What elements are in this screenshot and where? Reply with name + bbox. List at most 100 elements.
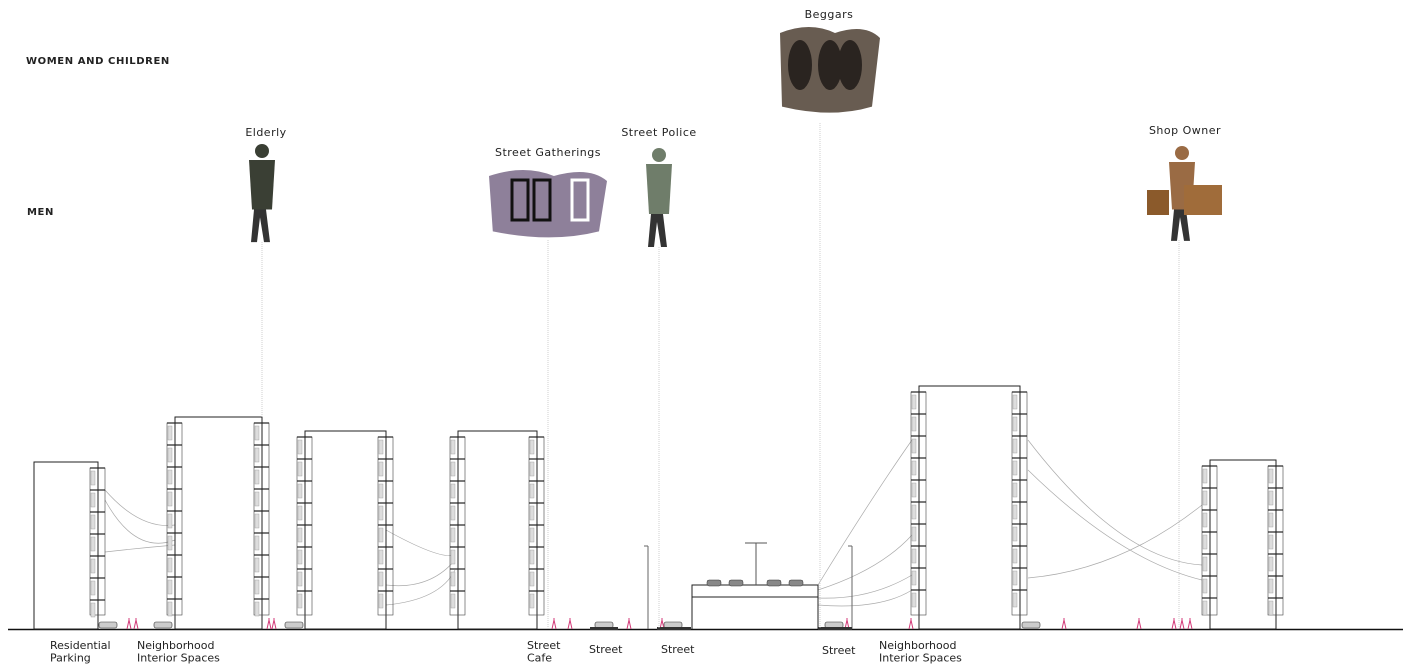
balcony-rail (255, 602, 259, 616)
figure-box (1147, 190, 1169, 215)
car (99, 622, 117, 628)
figure-label: Elderly (245, 126, 286, 139)
balcony-rail (379, 484, 383, 498)
cable (818, 575, 912, 598)
building (919, 386, 1020, 629)
place-label: Street (589, 643, 623, 656)
balcony-rail (298, 572, 302, 586)
balcony-rail (1269, 557, 1273, 571)
balcony-rail (255, 426, 259, 440)
balcony-rail (451, 550, 455, 564)
balcony-rail (91, 515, 95, 529)
figure-person (838, 40, 862, 90)
balcony-rail (912, 571, 916, 585)
balcony-rail (1013, 505, 1017, 519)
balcony-rail (451, 440, 455, 454)
balcony-rail (1269, 469, 1273, 483)
balcony-rail (379, 528, 383, 542)
person (1188, 618, 1192, 629)
car (707, 580, 721, 586)
balcony-rail (530, 528, 534, 542)
street-trough (657, 627, 691, 630)
place-label: Neighborhood (879, 639, 956, 652)
balcony-rail (91, 559, 95, 573)
balcony-rail (298, 550, 302, 564)
balcony-rail (298, 440, 302, 454)
building (175, 417, 262, 629)
balcony-rail (91, 537, 95, 551)
place-label: Interior Spaces (879, 652, 962, 665)
cable (1028, 440, 1202, 565)
person (552, 618, 556, 629)
cable (1028, 470, 1202, 580)
person (627, 618, 631, 629)
person (909, 618, 913, 629)
balcony-rail (1269, 601, 1273, 615)
person (272, 618, 276, 629)
balcony-rail (1013, 439, 1017, 453)
balcony-rail (1013, 593, 1017, 607)
overpass-deck (692, 585, 818, 597)
balcony-rail (530, 506, 534, 520)
balcony-rail (255, 536, 259, 550)
balcony-rail (255, 492, 259, 506)
balcony-rail (912, 505, 916, 519)
balcony-rail (1269, 491, 1273, 505)
person (568, 618, 572, 629)
place-label: Street (661, 643, 695, 656)
figure-head (255, 144, 269, 158)
balcony-rail (298, 506, 302, 520)
person (1180, 618, 1184, 629)
balcony-rail (1269, 535, 1273, 549)
cable (1028, 505, 1202, 578)
balcony-rail (530, 484, 534, 498)
balcony-rail (168, 536, 172, 550)
figure-person (788, 40, 812, 90)
balcony-rail (451, 462, 455, 476)
balcony-rail (1203, 469, 1207, 483)
balcony-rail (255, 558, 259, 572)
street-trough (590, 627, 618, 630)
balcony-rail (1013, 527, 1017, 541)
car (789, 580, 803, 586)
car (729, 580, 743, 586)
building (305, 431, 386, 629)
balcony-rail (451, 506, 455, 520)
balcony-rail (1013, 483, 1017, 497)
balcony-rail (168, 514, 172, 528)
car (154, 622, 172, 628)
balcony-rail (912, 439, 916, 453)
balcony-rail (91, 581, 95, 595)
person (1062, 618, 1066, 629)
place-label: Parking (50, 652, 91, 665)
balcony-rail (451, 594, 455, 608)
balcony-rail (298, 528, 302, 542)
balcony-rail (379, 462, 383, 476)
section-diagram: WOMEN AND CHILDREN MEN ElderlyStreet Gat… (0, 0, 1412, 668)
balcony-rail (1013, 395, 1017, 409)
balcony-rail (912, 417, 916, 431)
building (1210, 460, 1276, 629)
place-label: Neighborhood (137, 639, 214, 652)
place-label: Street (822, 644, 856, 657)
balcony-rail (1013, 571, 1017, 585)
place-label: Interior Spaces (137, 652, 220, 665)
figure-head (1175, 146, 1189, 160)
place-label: Residential (50, 639, 111, 652)
place-label: Cafe (527, 652, 552, 665)
balcony-rail (379, 550, 383, 564)
figure-box (1184, 185, 1222, 215)
balcony-rail (1203, 491, 1207, 505)
figure-label: Beggars (805, 8, 854, 21)
balcony-rail (530, 594, 534, 608)
balcony-rail (91, 493, 95, 507)
balcony-rail (168, 580, 172, 594)
car (285, 622, 303, 628)
balcony-rail (912, 527, 916, 541)
group-label: WOMEN AND CHILDREN (26, 56, 170, 67)
cable (105, 500, 175, 543)
balcony-rail (451, 484, 455, 498)
building (34, 462, 98, 629)
balcony-rail (530, 462, 534, 476)
cable (105, 490, 175, 526)
